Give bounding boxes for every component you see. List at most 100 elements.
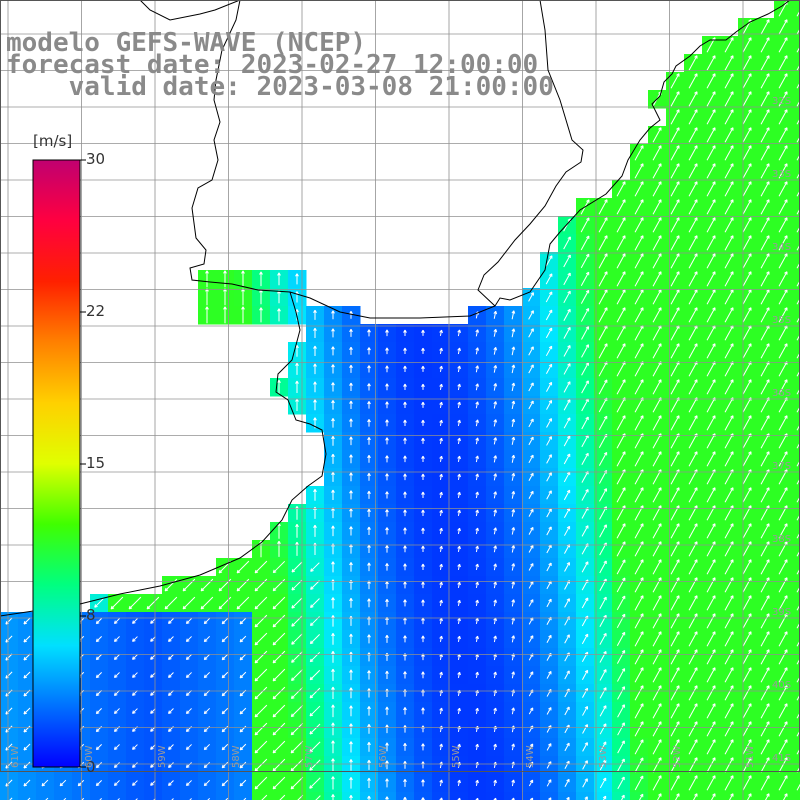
wind-arrow bbox=[563, 236, 571, 250]
wind-arrow-head bbox=[221, 692, 224, 696]
wind-speed-cell bbox=[234, 792, 253, 800]
wind-arrow bbox=[670, 235, 680, 251]
wind-arrow-head bbox=[218, 605, 221, 610]
wind-arrow bbox=[475, 401, 479, 409]
wind-arrow bbox=[742, 109, 752, 125]
wind-arrow bbox=[634, 649, 644, 665]
wind-arrow bbox=[778, 721, 788, 737]
wind-arrow-head bbox=[5, 783, 8, 787]
wind-arrow-head bbox=[272, 785, 275, 790]
wind-arrow bbox=[171, 798, 174, 800]
wind-arrow-head bbox=[386, 760, 389, 764]
longitude-label: 58W bbox=[230, 745, 242, 768]
wind-arrow bbox=[670, 397, 680, 413]
wind-arrow-head bbox=[254, 695, 257, 700]
wind-arrow-head bbox=[386, 455, 389, 459]
wind-arrow bbox=[309, 741, 321, 753]
wind-arrow bbox=[599, 596, 607, 610]
wind-speed-cell bbox=[738, 792, 757, 800]
wind-arrow bbox=[688, 199, 698, 215]
wind-arrow bbox=[760, 19, 770, 35]
wind-arrow-head bbox=[310, 586, 312, 590]
wind-arrow-head bbox=[404, 778, 407, 783]
wind-arrow bbox=[724, 775, 734, 791]
wind-arrow-head bbox=[441, 474, 443, 478]
wind-arrow-head bbox=[350, 364, 353, 368]
wind-arrow bbox=[724, 325, 734, 341]
wind-arrow bbox=[688, 559, 698, 575]
wind-arrow bbox=[634, 631, 644, 647]
wind-arrow bbox=[599, 578, 607, 592]
wind-arrow-head bbox=[290, 713, 293, 717]
wind-arrow bbox=[670, 73, 680, 89]
wind-arrow-head bbox=[168, 638, 170, 642]
wind-arrow bbox=[706, 451, 716, 467]
wind-arrow bbox=[706, 649, 716, 665]
wind-arrow bbox=[239, 617, 247, 625]
wind-arrow-head bbox=[132, 674, 134, 678]
wind-arrow bbox=[581, 398, 589, 412]
wind-speed-cell bbox=[756, 792, 775, 800]
wind-speed-cell bbox=[504, 792, 523, 800]
wind-arrow-head bbox=[291, 605, 294, 609]
wind-arrow bbox=[706, 739, 716, 755]
wind-arrow-head bbox=[132, 620, 134, 624]
wind-arrow bbox=[150, 690, 156, 696]
wind-arrow-head bbox=[368, 741, 371, 746]
wind-arrow bbox=[580, 253, 590, 269]
wind-arrow-head bbox=[422, 563, 425, 567]
wind-arrow bbox=[652, 757, 662, 773]
longitude-label: 53W bbox=[598, 745, 609, 768]
wind-arrow bbox=[760, 163, 770, 179]
wind-speed-cell bbox=[792, 54, 800, 73]
wind-arrow bbox=[114, 744, 120, 750]
wind-arrow bbox=[764, 793, 770, 800]
wind-arrow bbox=[310, 562, 320, 572]
wind-arrow-head bbox=[203, 782, 206, 786]
wind-arrow-head bbox=[404, 599, 407, 603]
wind-arrow bbox=[706, 559, 716, 575]
wind-speed-cell bbox=[270, 792, 289, 800]
wind-arrow bbox=[5, 653, 13, 661]
wind-arrow bbox=[742, 739, 752, 755]
wind-arrow bbox=[760, 757, 770, 773]
wind-arrow bbox=[221, 743, 229, 751]
wind-arrow bbox=[796, 333, 800, 341]
wind-arrow-head bbox=[146, 605, 149, 610]
wind-arrow bbox=[652, 451, 662, 467]
wind-arrow-head bbox=[206, 270, 209, 274]
wind-arrow bbox=[634, 217, 644, 233]
wind-arrow bbox=[511, 671, 515, 679]
wind-arrow bbox=[724, 109, 734, 125]
wind-arrow-head bbox=[272, 623, 275, 628]
wind-arrow-head bbox=[254, 713, 257, 718]
wind-arrow bbox=[742, 73, 752, 89]
wind-arrow bbox=[796, 45, 800, 53]
wind-arrow bbox=[189, 798, 192, 800]
wind-arrow-head bbox=[477, 383, 480, 387]
wind-arrow-head bbox=[203, 764, 206, 768]
wind-arrow bbox=[297, 794, 304, 800]
wind-arrow bbox=[778, 613, 788, 629]
wind-arrow bbox=[778, 577, 788, 593]
wind-arrow bbox=[528, 454, 534, 464]
wind-arrow bbox=[546, 526, 552, 536]
wind-arrow bbox=[724, 343, 734, 359]
wind-arrow bbox=[616, 361, 626, 377]
wind-arrow bbox=[563, 435, 571, 447]
wind-arrow-head bbox=[332, 346, 335, 350]
wind-arrow bbox=[475, 329, 479, 337]
wind-arrow-head bbox=[254, 767, 257, 772]
wind-arrow bbox=[706, 235, 716, 251]
wind-arrow-head bbox=[368, 562, 371, 566]
wind-arrow-head bbox=[221, 728, 224, 732]
wind-arrow-head bbox=[404, 635, 407, 639]
wind-arrow bbox=[617, 758, 625, 772]
wind-arrow-head bbox=[296, 541, 299, 545]
wind-arrow bbox=[493, 581, 497, 589]
wind-arrow bbox=[760, 289, 770, 305]
wind-arrow bbox=[511, 563, 515, 571]
wind-speed-cell bbox=[792, 162, 800, 181]
wind-arrow bbox=[239, 761, 247, 769]
wind-arrow bbox=[670, 91, 680, 107]
